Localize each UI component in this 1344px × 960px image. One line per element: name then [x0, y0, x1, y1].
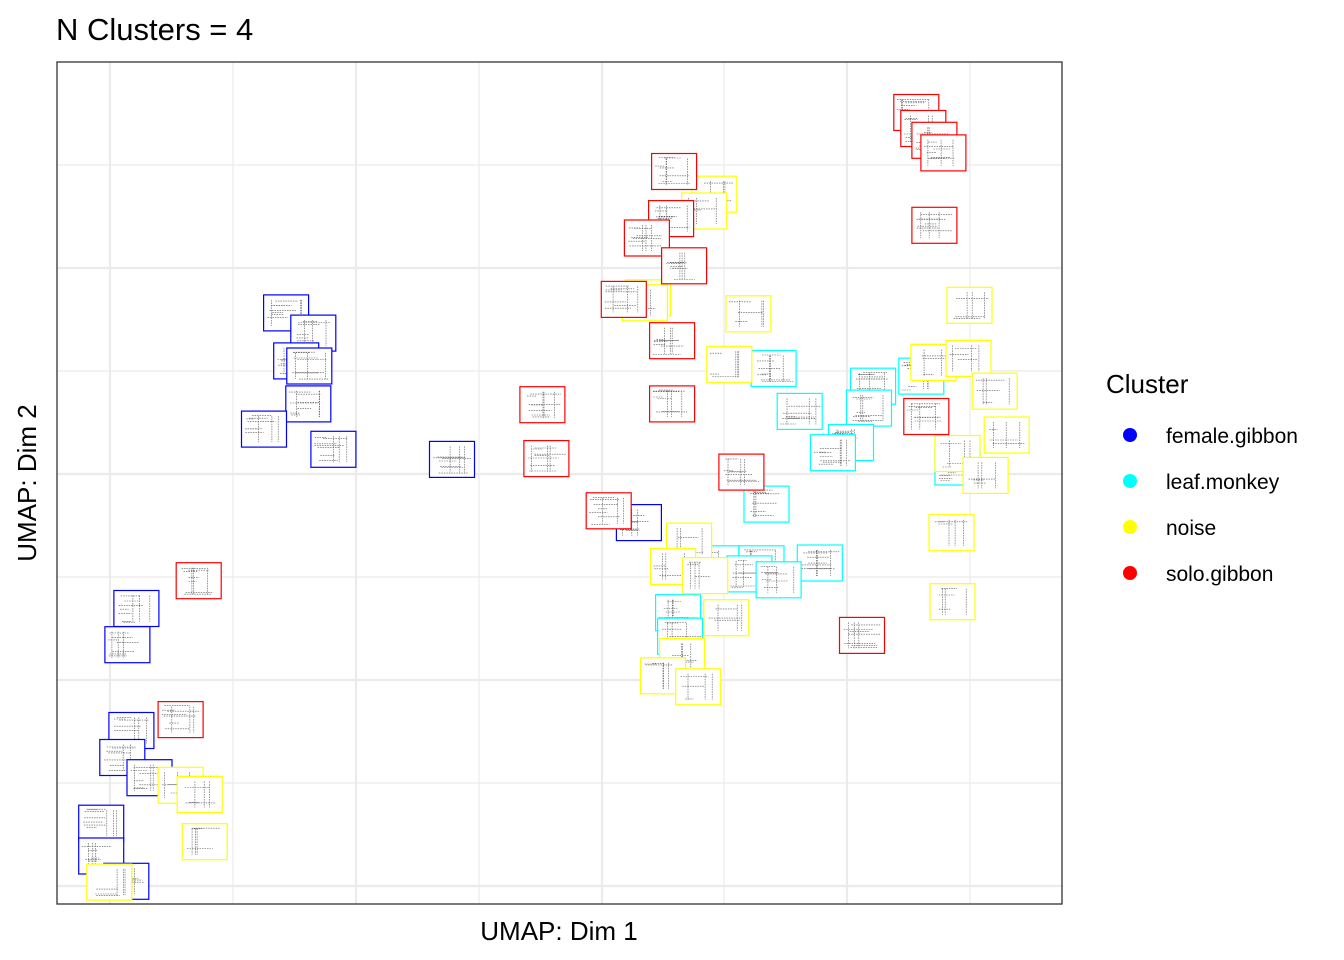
point-noise: [86, 863, 133, 901]
point-solo-gibbon: [157, 700, 204, 739]
legend-key-solo-gibbon: [1123, 566, 1137, 580]
point-noise: [934, 434, 981, 473]
point-solo-gibbon: [920, 134, 967, 172]
point-noise: [675, 668, 722, 706]
legend-key-female-gibbon: [1123, 428, 1137, 442]
point-solo-gibbon: [600, 280, 647, 318]
point-solo-gibbon: [585, 492, 632, 530]
legend-title: Cluster: [1106, 369, 1189, 399]
point-solo-gibbon: [519, 386, 566, 424]
point-noise: [945, 339, 992, 377]
chart-title: N Clusters = 4: [56, 12, 253, 47]
point-solo-gibbon: [175, 562, 222, 600]
point-noise: [962, 456, 1009, 494]
point-solo-gibbon: [660, 247, 708, 285]
point-female-gibbon: [428, 440, 476, 478]
point-leaf-monkey: [743, 485, 790, 523]
point-solo-gibbon: [523, 440, 570, 478]
point-noise: [176, 775, 223, 814]
point-noise: [706, 345, 753, 383]
point-female-gibbon: [285, 385, 332, 423]
data-points: [78, 93, 1030, 901]
plot-border: [56, 61, 1063, 905]
point-female-gibbon: [104, 626, 151, 664]
point-leaf-monkey: [845, 389, 893, 427]
point-solo-gibbon: [911, 206, 958, 244]
legend-key-noise: [1123, 520, 1137, 534]
legend: Cluster female.gibbon leaf.monkey noise …: [1106, 369, 1298, 586]
legend-label-leaf-monkey: leaf.monkey: [1166, 471, 1280, 494]
point-noise: [946, 286, 993, 324]
legend-label-female-gibbon: female.gibbon: [1166, 425, 1298, 448]
point-leaf-monkey: [750, 349, 797, 388]
point-solo-gibbon: [648, 322, 696, 360]
point-female-gibbon: [78, 804, 125, 842]
point-female-gibbon: [113, 589, 160, 628]
legend-key-leaf-monkey: [1123, 474, 1137, 488]
point-leaf-monkey: [809, 434, 857, 472]
point-solo-gibbon: [648, 385, 696, 423]
point-noise: [928, 514, 975, 552]
point-noise: [682, 556, 729, 595]
point-noise: [929, 583, 976, 621]
point-leaf-monkey: [796, 544, 843, 582]
x-axis-title: UMAP: Dim 1: [480, 916, 637, 946]
point-female-gibbon: [286, 347, 333, 385]
point-leaf-monkey: [755, 561, 802, 599]
point-solo-gibbon: [838, 616, 886, 655]
point-female-gibbon: [240, 410, 288, 448]
y-axis-title: UMAP: Dim 2: [12, 404, 42, 561]
point-female-gibbon: [310, 430, 357, 468]
plot-panel: [56, 61, 1063, 905]
point-noise: [971, 372, 1018, 410]
point-noise: [725, 295, 772, 333]
point-solo-gibbon: [718, 453, 765, 491]
point-leaf-monkey: [776, 392, 823, 430]
point-noise: [983, 416, 1030, 454]
point-noise: [181, 823, 228, 861]
legend-label-noise: noise: [1166, 517, 1216, 540]
point-solo-gibbon: [903, 397, 950, 436]
point-solo-gibbon: [650, 152, 698, 191]
legend-label-solo-gibbon: solo.gibbon: [1166, 563, 1273, 586]
point-noise: [703, 599, 750, 637]
